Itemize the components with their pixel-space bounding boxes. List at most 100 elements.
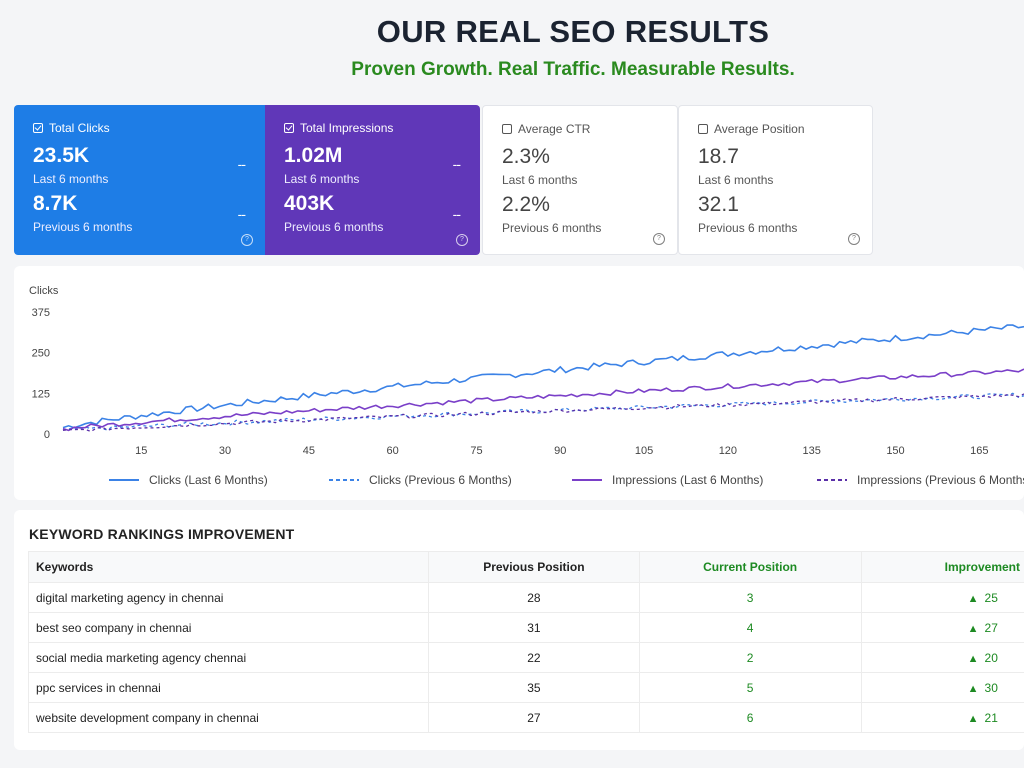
improvement-cell: ▲ 30	[860, 672, 1024, 703]
page-subtitle: Proven Growth. Real Traffic. Measurable …	[351, 59, 795, 80]
legend-label: Impressions (Last 6 Months)	[612, 473, 763, 487]
series-line	[62, 324, 1024, 429]
previous-position-cell: 27	[428, 702, 640, 733]
x-tick-label: 105	[635, 445, 653, 457]
improvement-cell: ▲ 27	[860, 612, 1024, 643]
improvement-cell: ▲ 25	[860, 582, 1024, 613]
metric-label: Total Clicks	[49, 121, 110, 135]
keyword-cell: ppc services in chennai	[27, 672, 430, 703]
keyword-cell: digital marketing agency in chennai	[27, 582, 430, 613]
y-axis-label: Clicks	[29, 285, 59, 297]
x-tick-label: 150	[886, 445, 904, 457]
improvement-cell: ▲ 21	[860, 702, 1024, 733]
arrow-up-icon: ▲	[967, 592, 979, 605]
metric-current-label: Last 6 months	[502, 173, 578, 187]
current-position-cell: 4	[638, 612, 862, 643]
arrow-up-icon: ▲	[967, 682, 979, 695]
keyword-cell: best seo company in chennai	[27, 612, 430, 643]
keyword-rankings-table: Keywords Previous Position Current Posit…	[27, 551, 1024, 733]
legend-label: Clicks (Previous 6 Months)	[369, 473, 512, 487]
performance-chart[interactable]: Clicks 0 125 250 375 15 30 45 60 75 90 105 120 135 150…	[14, 266, 1024, 500]
current-position-cell: 6	[638, 702, 862, 733]
x-tick-label: 75	[470, 445, 482, 457]
metric-label: Average Position	[714, 122, 805, 136]
metric-card-average-ctr[interactable]: Average CTR 2.3% Last 6 months 2.2% Prev…	[482, 105, 678, 255]
metric-previous-label: Previous 6 months	[502, 221, 602, 235]
checkbox-icon[interactable]	[698, 124, 708, 134]
column-header-improvement[interactable]: Improvement	[860, 551, 1024, 583]
table-header-row: Keywords Previous Position Current Posit…	[27, 551, 1024, 583]
table-row[interactable]: best seo company in chennai 31 4 ▲ 27	[27, 612, 1024, 643]
metric-previous-value: 8.7K	[33, 192, 78, 215]
arrow-up-icon: ▲	[967, 622, 979, 635]
previous-position-cell: 22	[428, 642, 640, 673]
performance-chart-panel: Clicks 0 125 250 375 15 30 45 60 75 90 105 120 135 150…	[14, 266, 1024, 500]
previous-position-cell: 35	[428, 672, 640, 703]
help-icon[interactable]: ?	[653, 233, 665, 245]
x-tick-label: 90	[554, 445, 566, 457]
x-tick-label: 165	[970, 445, 988, 457]
table-row[interactable]: digital marketing agency in chennai 28 3 ▲ 2…	[27, 582, 1024, 613]
previous-position-cell: 31	[428, 612, 640, 643]
y-tick-label: 375	[32, 307, 50, 319]
metric-card-total-impressions[interactable]: Total Impressions 1.02M Last 6 months --…	[265, 105, 480, 255]
improvement-cell: ▲ 20	[860, 642, 1024, 673]
metric-cards: Total Clicks 23.5K Last 6 months -- 8.7K…	[14, 105, 873, 255]
metric-previous-value: 32.1	[698, 193, 739, 216]
y-tick-label: 0	[44, 429, 50, 441]
metric-card-average-position[interactable]: Average Position 18.7 Last 6 months 32.1…	[678, 105, 873, 255]
metric-current-label: Last 6 months	[33, 172, 109, 186]
metric-label: Average CTR	[518, 122, 591, 136]
metric-current-label: Last 6 months	[284, 172, 360, 186]
metric-previous-value: 403K	[284, 192, 335, 215]
metric-current-value: 23.5K	[33, 144, 90, 167]
arrow-up-icon: ▲	[967, 652, 979, 665]
previous-position-cell: 28	[428, 582, 640, 613]
x-tick-label: 15	[135, 445, 147, 457]
improvement-value: 30	[984, 680, 998, 695]
metric-previous-value: 2.2%	[502, 193, 550, 216]
series-line	[62, 393, 1024, 433]
metric-current-value: 2.3%	[502, 145, 550, 168]
current-position-cell: 3	[638, 582, 862, 613]
metric-label: Total Impressions	[300, 121, 394, 135]
x-tick-label: 135	[803, 445, 821, 457]
table-row[interactable]: ppc services in chennai 35 5 ▲ 30	[27, 672, 1024, 703]
column-header-previous-position[interactable]: Previous Position	[428, 551, 640, 583]
keyword-cell: social media marketing agency chennai	[27, 642, 430, 673]
column-header-current-position[interactable]: Current Position	[638, 551, 862, 583]
improvement-value: 21	[984, 710, 998, 725]
metric-current-value: 18.7	[698, 145, 739, 168]
checkbox-icon[interactable]	[502, 124, 512, 134]
metric-current-label: Last 6 months	[698, 173, 774, 187]
arrow-up-icon: ▲	[967, 712, 979, 725]
metric-previous-label: Previous 6 months	[33, 220, 133, 234]
improvement-value: 20	[984, 650, 998, 665]
legend-label: Clicks (Last 6 Months)	[149, 473, 268, 487]
rankings-title: KEYWORD RANKINGS IMPROVEMENT	[29, 526, 295, 542]
help-icon[interactable]: ?	[241, 234, 253, 246]
metric-change: --	[237, 156, 246, 172]
column-header-keywords[interactable]: Keywords	[27, 551, 430, 583]
metric-change: --	[452, 156, 461, 172]
keyword-rankings-panel: KEYWORD RANKINGS IMPROVEMENT Keywords Pr…	[14, 510, 1024, 750]
series-line	[62, 392, 1024, 431]
help-icon[interactable]: ?	[848, 233, 860, 245]
current-position-cell: 5	[638, 672, 862, 703]
improvement-value: 25	[984, 590, 998, 605]
checkbox-icon[interactable]	[33, 123, 43, 133]
metric-previous-label: Previous 6 months	[284, 220, 384, 234]
legend-label: Impressions (Previous 6 Months)	[857, 473, 1024, 487]
x-tick-label: 45	[303, 445, 315, 457]
help-icon[interactable]: ?	[456, 234, 468, 246]
table-row[interactable]: social media marketing agency chennai 22 2…	[27, 642, 1024, 673]
improvement-value: 27	[984, 620, 998, 635]
metric-current-value: 1.02M	[284, 144, 343, 167]
series-line	[62, 368, 1024, 432]
metric-card-total-clicks[interactable]: Total Clicks 23.5K Last 6 months -- 8.7K…	[14, 105, 265, 255]
y-tick-label: 250	[32, 348, 50, 360]
y-tick-label: 125	[32, 388, 50, 400]
checkbox-icon[interactable]	[284, 123, 294, 133]
table-row[interactable]: website development company in chennai 27…	[27, 702, 1024, 733]
keyword-cell: website development company in chennai	[27, 702, 430, 733]
